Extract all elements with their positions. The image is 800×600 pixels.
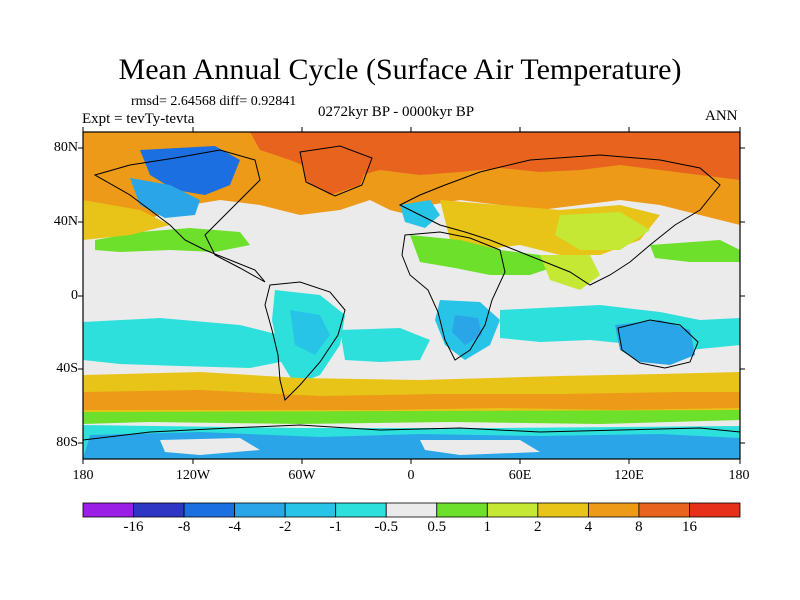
eurasia-strong-warm-region xyxy=(250,132,740,180)
period-text: 0272kyr BP - 0000kyr BP xyxy=(318,104,475,120)
stats-text: rmsd= 2.64568 diff= 0.92841 xyxy=(131,94,297,109)
x-tick-label: 60E xyxy=(508,468,532,483)
x-tick-label: 120E xyxy=(614,468,644,483)
y-tick-label: 0 xyxy=(71,288,78,303)
coastlines xyxy=(83,145,740,441)
colorbar xyxy=(82,502,741,518)
colorbar-label: 8 xyxy=(635,519,643,535)
antarctic-cold-region xyxy=(83,432,740,459)
coastline-north-america xyxy=(93,149,266,283)
colorbar-swatch xyxy=(82,502,134,518)
coastline-greenland xyxy=(299,145,373,197)
map-title: Mean Annual Cycle (Surface Air Temperatu… xyxy=(118,53,682,86)
colorbar-swatch xyxy=(436,502,488,518)
y-tick-label: 40S xyxy=(56,361,78,376)
experiment-text: Expt = tevTy-tevta xyxy=(82,111,195,127)
colorbar-label: -4 xyxy=(228,519,241,535)
colorbar-label: 4 xyxy=(584,519,593,535)
colorbar-label: 0.5 xyxy=(427,519,447,535)
colorbar-label: -8 xyxy=(177,519,191,535)
south-pacific-cool-band xyxy=(83,318,290,368)
asia-slight-warm-region xyxy=(555,212,650,250)
colorbar-swatch xyxy=(587,502,640,518)
colorbar-label: 16 xyxy=(682,519,697,535)
colorbar-swatch xyxy=(234,502,286,518)
season-text: ANN xyxy=(705,108,738,124)
colorbar-swatch xyxy=(537,502,589,518)
antarctic-neutral-patch xyxy=(420,440,540,455)
colorbar-label: -2 xyxy=(278,519,292,535)
coastline-south-america xyxy=(264,281,346,401)
south-america-cool-inner xyxy=(290,310,330,355)
colorbar-swatch xyxy=(385,502,438,518)
y-tick-label: 80S xyxy=(56,435,78,450)
anomaly-field xyxy=(83,132,740,459)
colorbar-label: 2 xyxy=(534,519,542,535)
southern-ocean-warm-band xyxy=(83,390,740,410)
y-tick-label: 80N xyxy=(53,140,78,155)
y-tick-label: 40N xyxy=(53,214,78,229)
x-tick-label: 180 xyxy=(72,468,94,483)
atlantic-cool-patch xyxy=(400,200,440,228)
north-america-cold-region xyxy=(140,146,240,195)
colorbar-swatch xyxy=(183,502,236,518)
pacific-mild-region xyxy=(83,200,170,240)
colorbar-swatch xyxy=(689,502,741,518)
x-tick-label: 120W xyxy=(175,468,211,483)
coastline-africa xyxy=(401,231,506,361)
australia-cool-region xyxy=(615,320,695,365)
coastline-antarctica xyxy=(83,424,740,441)
africa-south-cold-core xyxy=(452,315,482,345)
x-tick-label: 60W xyxy=(288,468,316,483)
x-tick-label: 0 xyxy=(407,468,415,483)
colorbar-swatch xyxy=(133,502,185,518)
colorbar-label: 1 xyxy=(483,519,492,535)
colorbar-label: -1 xyxy=(329,519,342,535)
coastline-australia xyxy=(617,319,699,369)
colorbar-label: -0.5 xyxy=(374,519,399,535)
antarctic-neutral-patch xyxy=(160,438,260,455)
axis-ticks xyxy=(78,127,745,464)
coastline-eurasia xyxy=(398,154,721,286)
colorbar-swatch xyxy=(335,502,387,518)
colorbar-swatch xyxy=(486,502,539,518)
colorbar-swatch xyxy=(638,502,690,518)
north-africa-green-region xyxy=(410,235,560,275)
greenland-strong-warm xyxy=(300,145,370,195)
south-atlantic-cool-band xyxy=(340,328,430,362)
colorbar-label: -16 xyxy=(123,519,144,535)
colorbar-swatch xyxy=(284,502,337,518)
pacific-green-patch xyxy=(650,240,740,262)
x-tick-label: 180 xyxy=(728,468,750,483)
southern-ocean-green-edge xyxy=(83,410,740,424)
